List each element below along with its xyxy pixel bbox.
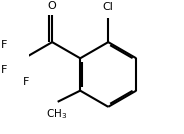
- Text: F: F: [1, 65, 8, 75]
- Text: F: F: [22, 77, 29, 87]
- Text: CH$_3$: CH$_3$: [46, 107, 67, 121]
- Text: F: F: [1, 40, 8, 50]
- Text: O: O: [48, 1, 56, 11]
- Text: Cl: Cl: [103, 2, 114, 12]
